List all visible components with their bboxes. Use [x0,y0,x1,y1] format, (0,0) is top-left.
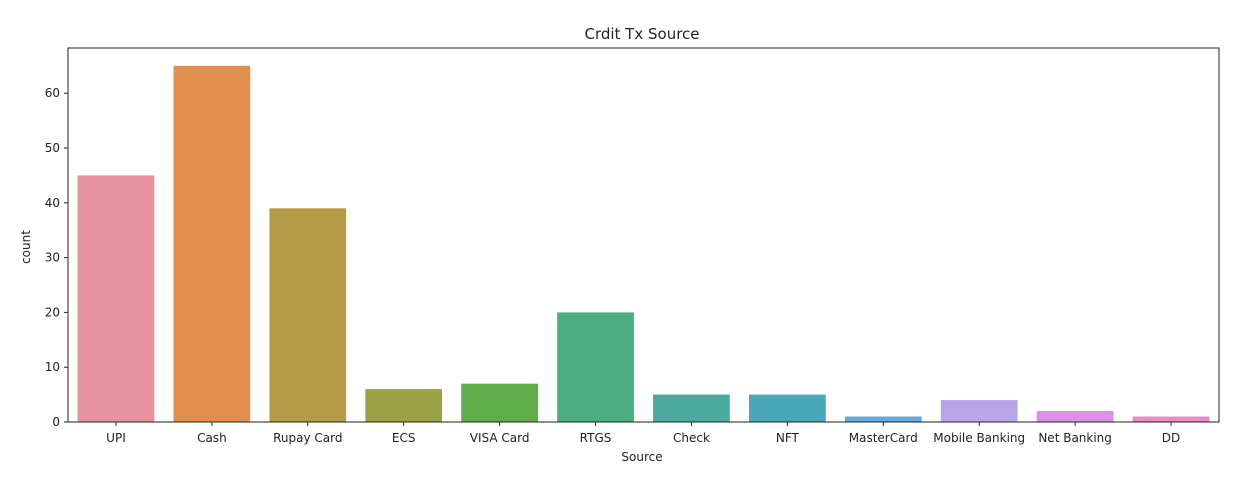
y-axis-label: count [19,230,33,264]
y-tick-label: 20 [45,305,60,319]
bar-mastercard [844,416,922,422]
x-tick-label: Rupay Card [273,431,342,445]
x-tick-label: VISA Card [470,431,530,445]
x-tick-label: Cash [197,431,227,445]
bar-visa-card [461,383,538,422]
bar-ecs [365,389,443,422]
x-tick-label: ECS [392,431,416,445]
bar-rtgs [557,312,634,422]
plot-frame [67,47,1220,423]
y-tick-label: 60 [45,86,60,100]
x-axis-label: Source [621,450,662,464]
bar-mobile-banking [940,400,1018,422]
bar-nft [749,394,826,422]
y-tick-label: 0 [52,415,60,429]
bar-upi [77,175,155,422]
x-tick-label: Mobile Banking [933,431,1025,445]
y-tick-label: 40 [45,196,60,210]
bar-cash [173,65,251,422]
bar-dd [1132,416,1210,422]
bars-group [77,65,1210,422]
bar-rupay-card [269,208,347,422]
x-tick-label: Check [673,431,710,445]
x-tick-label: NFT [776,431,800,445]
y-tick-label: 10 [45,360,60,374]
chart-title: Crdit Tx Source [584,25,699,43]
y-tick-label: 50 [45,141,60,155]
x-tick-label: Net Banking [1038,431,1112,445]
x-ticks-group: UPI Cash Rupay Card ECS VISA Card RTGS Check NF… [106,422,1180,445]
x-tick-label: DD [1162,431,1180,445]
x-tick-label: MasterCard [849,431,918,445]
bar-net-banking [1036,411,1114,422]
bar-check [653,394,730,422]
y-tick-label: 30 [45,251,60,265]
x-tick-label: UPI [106,431,126,445]
y-ticks-group: 0 10 20 30 40 50 60 [45,86,68,429]
x-tick-label: RTGS [580,431,612,445]
